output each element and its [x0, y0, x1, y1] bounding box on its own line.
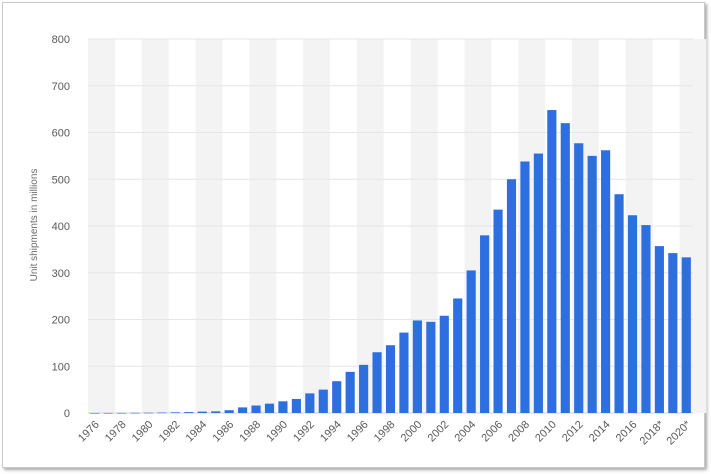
bar [184, 412, 194, 413]
bar [668, 253, 678, 413]
x-tick-label: 1980 [130, 419, 156, 445]
bars [90, 110, 691, 414]
x-tick-label: 2000 [399, 419, 425, 445]
bar [466, 270, 476, 413]
x-tick-label: 2004 [452, 419, 478, 445]
x-tick-label: 2018* [638, 418, 667, 447]
bar [224, 410, 234, 413]
bar [130, 412, 140, 414]
bar [197, 411, 207, 413]
bar [372, 352, 382, 413]
bar [506, 179, 517, 413]
bar [103, 412, 113, 414]
bar [143, 412, 154, 414]
bar [278, 401, 288, 413]
x-tick-label: 1992 [291, 419, 317, 445]
bar [493, 209, 503, 413]
bar [641, 225, 651, 413]
bar [520, 161, 530, 413]
bar [305, 393, 315, 413]
bar [654, 246, 664, 413]
bar [170, 412, 180, 413]
bar [211, 411, 221, 413]
x-tick-label: 2014 [587, 419, 613, 445]
y-tick-label: 0 [64, 408, 70, 420]
x-tick-label: 1976 [76, 419, 102, 445]
y-tick-label: 700 [52, 81, 70, 93]
x-tick-label: 1996 [345, 419, 371, 445]
bar [399, 332, 409, 413]
bar [547, 110, 557, 413]
bar [359, 364, 369, 413]
x-tick-label: 1984 [184, 419, 210, 445]
bar [439, 315, 449, 413]
y-tick-label: 100 [52, 361, 70, 373]
x-tick-label: 2006 [479, 419, 505, 445]
y-tick-label: 800 [52, 34, 70, 46]
x-tick-label: 1988 [237, 419, 263, 445]
x-tick-label: 2008 [506, 419, 532, 445]
y-tick-label: 200 [52, 315, 70, 327]
y-tick-label: 600 [52, 128, 70, 140]
x-tick-label: 1998 [372, 419, 398, 445]
x-tick-label: 1978 [103, 419, 129, 445]
y-tick-label: 400 [52, 221, 70, 233]
bar [560, 123, 570, 414]
x-tick-label: 2010 [533, 419, 559, 445]
bar [318, 389, 328, 413]
bar [332, 381, 342, 413]
bar [574, 143, 584, 413]
bar [412, 320, 422, 413]
x-tick-label: 2016 [614, 419, 640, 445]
bar [681, 257, 691, 413]
bar [264, 403, 275, 413]
bar [117, 412, 127, 414]
x-tick-label: 1990 [264, 419, 290, 445]
bar [238, 407, 248, 413]
bar [533, 153, 543, 413]
bar [453, 298, 463, 413]
bar [614, 194, 624, 413]
bar [385, 345, 396, 413]
bar [480, 235, 490, 413]
bar [291, 398, 301, 413]
x-tick-labels: 1976 1978 1980 1982 1984 1986 1988 1990 1992 1994… [76, 418, 694, 447]
y-tick-label: 300 [52, 268, 70, 280]
y-tick-labels: 0 100 200 300 400 500 600 700 800 [52, 34, 70, 420]
x-tick-label: 1982 [157, 419, 183, 445]
x-tick-label: 2012 [560, 419, 586, 445]
bar [157, 412, 167, 414]
bar [90, 412, 100, 414]
x-tick-label: 1986 [210, 419, 236, 445]
bar [627, 215, 638, 413]
x-tick-label: 1994 [318, 419, 344, 445]
x-tick-label: 2002 [426, 419, 452, 445]
bar [587, 155, 597, 413]
y-axis-label: Unit shipments in millions [29, 169, 40, 282]
bar [345, 371, 355, 413]
bar [601, 150, 611, 413]
bar [426, 321, 436, 413]
y-tick-label: 500 [52, 174, 70, 186]
bar [251, 405, 261, 413]
x-tick-label: 2020* [665, 418, 694, 447]
